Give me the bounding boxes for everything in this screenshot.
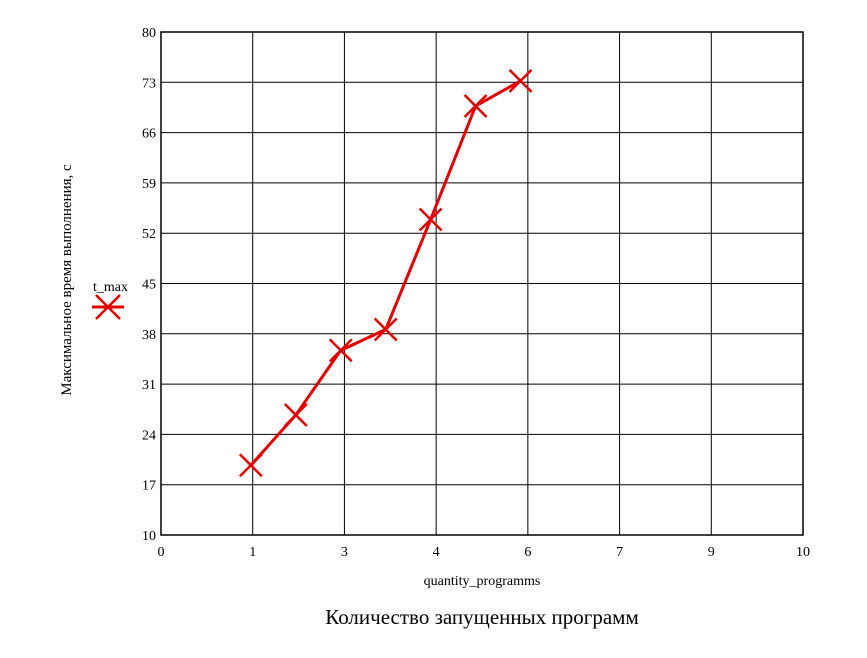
data-point-marker [283, 403, 308, 427]
y-tick-label: 24 [142, 428, 156, 443]
y-tick-label: 52 [142, 227, 156, 242]
y-tick-label: 45 [142, 278, 156, 293]
data-point-marker [463, 94, 488, 118]
x-axis-label: quantity_programms [424, 574, 541, 589]
legend-label: t_max [93, 280, 128, 295]
grid [161, 32, 803, 535]
x-tick-label: 7 [616, 545, 623, 560]
y-tick-labels: 10 17 24 31 38 45 52 59 66 73 80 [142, 26, 156, 544]
data-point-marker [508, 68, 533, 93]
data-point-marker [418, 207, 443, 232]
y-tick-label: 10 [142, 529, 156, 544]
y-tick-label: 80 [142, 26, 156, 41]
x-tick-labels: 0 1 3 4 6 7 9 10 [158, 545, 811, 560]
y-tick-label: 31 [142, 378, 156, 393]
plot-frame [160, 31, 804, 536]
chart-caption: Количество запущенных программ [325, 605, 638, 629]
legend-marker [92, 294, 124, 320]
y-tick-label: 59 [142, 177, 156, 192]
y-tick-label: 66 [142, 127, 156, 142]
data-point-marker [238, 453, 263, 478]
y-tick-label: 73 [142, 76, 156, 91]
series-layer [238, 68, 533, 478]
data-point-marker [373, 317, 398, 342]
x-tick-label: 1 [249, 545, 256, 560]
series-line [249, 79, 522, 467]
x-tick-label: 9 [708, 545, 715, 560]
y-axis-label: Максимальное время выполнения, с [59, 164, 75, 396]
x-tick-label: 0 [158, 545, 165, 560]
x-tick-label: 10 [796, 545, 810, 560]
data-point-marker [328, 338, 353, 363]
x-tick-label: 6 [524, 545, 531, 560]
legend: t_max [92, 280, 128, 320]
x-tick-label: 4 [433, 545, 440, 560]
y-tick-label: 17 [142, 479, 156, 494]
x-tick-label: 3 [341, 545, 348, 560]
y-tick-label: 38 [142, 328, 156, 343]
